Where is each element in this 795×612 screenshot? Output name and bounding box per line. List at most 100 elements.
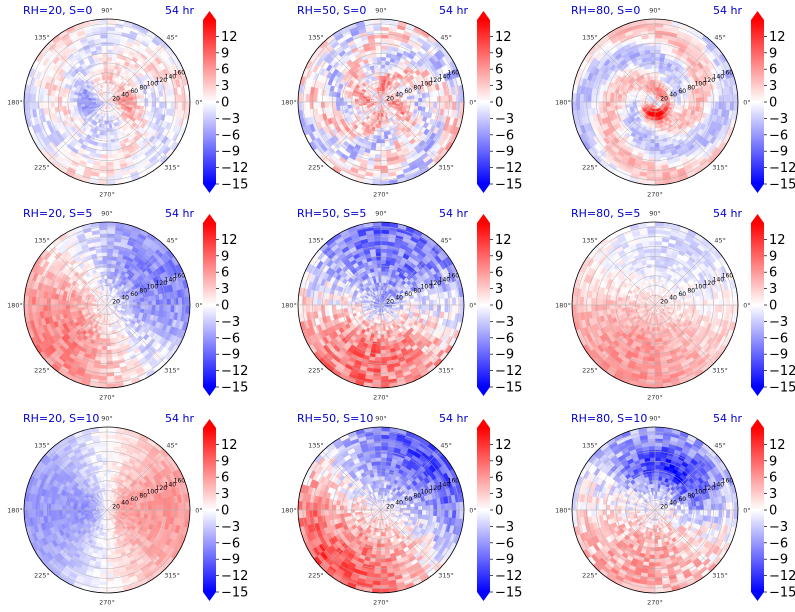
colorbar-tick-label: −9 [221, 145, 240, 160]
panel-title: RH=80, S=0 [571, 4, 640, 17]
radial-tick-label: 20 [660, 95, 668, 102]
radial-tick-label: 100 [421, 489, 433, 496]
colorbar-tick-label: −3 [221, 315, 240, 330]
angle-tick-label: 90° [375, 7, 387, 15]
panel-title: RH=20, S=10 [23, 412, 99, 425]
colorbar-tick-label: 6 [495, 63, 503, 78]
angle-tick-label: 45° [714, 441, 726, 449]
colorbar-min-arrow [203, 184, 216, 193]
radial-tick-label: 80 [413, 492, 421, 499]
panel-time-label: 54 hr [439, 207, 468, 220]
colorbar-tick-label: −3 [769, 315, 788, 330]
angle-tick-label: 270° [99, 394, 115, 402]
colorbar-tick-label: −12 [221, 364, 248, 379]
polar-panel: 0°45°90°135°180°225°270°315°204060801001… [555, 4, 795, 199]
colorbar-tick-label: 0 [769, 96, 777, 111]
colorbar-tick-label: −3 [769, 112, 788, 127]
angle-tick-label: 45° [714, 33, 726, 41]
colorbar: 129 63 0−3−6 −9−12 −15 [751, 419, 795, 601]
colorbar-tick-label: 0 [221, 504, 229, 519]
colorbar-tick-label: 0 [221, 299, 229, 314]
angle-tick-label: 135° [34, 236, 50, 244]
polar-panel: 0°45°90°135°180°225°270°315°204060801001… [7, 207, 248, 402]
radial-tick-label: 160 [722, 70, 734, 77]
colorbar-tick-label: 9 [221, 249, 229, 264]
polar-panel: 0°45°90°135°180°225°270°315°204060801001… [7, 412, 248, 607]
colorbar-tick-label: −12 [495, 161, 522, 176]
angle-tick-label: 225° [582, 164, 598, 172]
colorbar-tick-label: −6 [495, 536, 514, 551]
panel-time-label: 54 hr [165, 207, 194, 220]
radial-tick-label: 20 [112, 95, 120, 102]
panel-title: RH=50, S=0 [297, 4, 366, 17]
polar-panel: 0°45°90°135°180°225°270°315°204060801001… [555, 412, 795, 607]
colorbar-tick-label: 9 [495, 249, 503, 264]
radial-tick-label: 60 [404, 88, 412, 95]
angle-tick-label: 0° [469, 302, 476, 310]
colorbar-tick-label: −12 [221, 569, 248, 584]
colorbar-tick-label: 0 [495, 299, 503, 314]
colorbar: 129 63 0−3−6 −9−12 −15 [203, 419, 248, 601]
polar-panel: 0°45°90°135°180°225°270°315°204060801001… [281, 412, 522, 607]
radial-tick-label: 100 [421, 284, 433, 291]
colorbar-tick-label: 12 [221, 30, 238, 45]
panel-title: RH=50, S=5 [297, 207, 366, 220]
polar-panel: 0°45°90°135°180°225°270°315°204060801001… [281, 4, 522, 199]
panel-title: RH=80, S=10 [571, 412, 647, 425]
radial-tick-label: 20 [112, 503, 120, 510]
colorbar-tick-label: 12 [769, 233, 786, 248]
angle-tick-label: 225° [308, 164, 324, 172]
polar-frame [23, 18, 191, 186]
polar-panel: 0°45°90°135°180°225°270°315°204060801001… [555, 207, 795, 402]
colorbar-tick-label: 9 [495, 46, 503, 61]
colorbar-tick-label: −9 [495, 348, 514, 363]
radial-tick-label: 80 [687, 84, 695, 91]
radial-tick-label: 20 [386, 298, 394, 305]
radial-tick-label: 20 [386, 503, 394, 510]
radial-tick-label: 100 [147, 489, 159, 496]
colorbar-tick-label: 9 [769, 249, 777, 264]
radial-tick-label: 160 [722, 478, 734, 485]
angle-tick-label: 315° [438, 164, 454, 172]
colorbar-tick-label: −6 [769, 536, 788, 551]
angle-tick-label: 270° [99, 191, 115, 199]
angle-tick-label: 315° [712, 572, 728, 580]
polar-grid [298, 427, 464, 593]
radial-tick-label: 80 [687, 287, 695, 294]
colorbar-max-arrow [477, 214, 490, 223]
angle-tick-label: 0° [195, 99, 202, 107]
colorbar-tick-label: −12 [495, 569, 522, 584]
angle-tick-label: 270° [373, 191, 389, 199]
angle-tick-label: 225° [582, 572, 598, 580]
colorbar-max-arrow [751, 214, 764, 223]
panel-title: RH=20, S=0 [23, 4, 92, 17]
colorbar-max-arrow [751, 11, 764, 20]
radial-tick-label: 40 [395, 500, 403, 507]
polar-grid [24, 19, 190, 185]
radial-tick-label: 160 [174, 273, 186, 280]
colorbar-min-arrow [477, 184, 490, 193]
colorbar-tick-label: −15 [221, 178, 248, 193]
colorbar-tick-label: 0 [769, 299, 777, 314]
radial-tick-label: 40 [669, 500, 677, 507]
heatmap-field [24, 19, 190, 185]
radial-tick-label: 20 [112, 298, 120, 305]
colorbar-max-arrow [203, 419, 216, 428]
angle-tick-label: 45° [440, 236, 452, 244]
polar-grid [298, 222, 464, 388]
panel-time-label: 54 hr [439, 412, 468, 425]
colorbar-max-arrow [477, 11, 490, 20]
colorbar-tick-label: 3 [221, 79, 229, 94]
angle-tick-label: 90° [649, 210, 661, 218]
colorbar-tick-label: 6 [769, 266, 777, 281]
colorbar-min-arrow [477, 387, 490, 396]
angle-tick-label: 270° [373, 394, 389, 402]
angle-tick-label: 315° [438, 367, 454, 375]
angle-tick-label: 90° [101, 415, 113, 423]
panel-time-label: 54 hr [713, 412, 742, 425]
radial-tick-label: 160 [174, 70, 186, 77]
angle-tick-label: 180° [7, 302, 23, 310]
colorbar-tick-label: 12 [221, 233, 238, 248]
colorbar-tick-label: −9 [769, 348, 788, 363]
radial-tick-label: 140 [439, 276, 451, 283]
